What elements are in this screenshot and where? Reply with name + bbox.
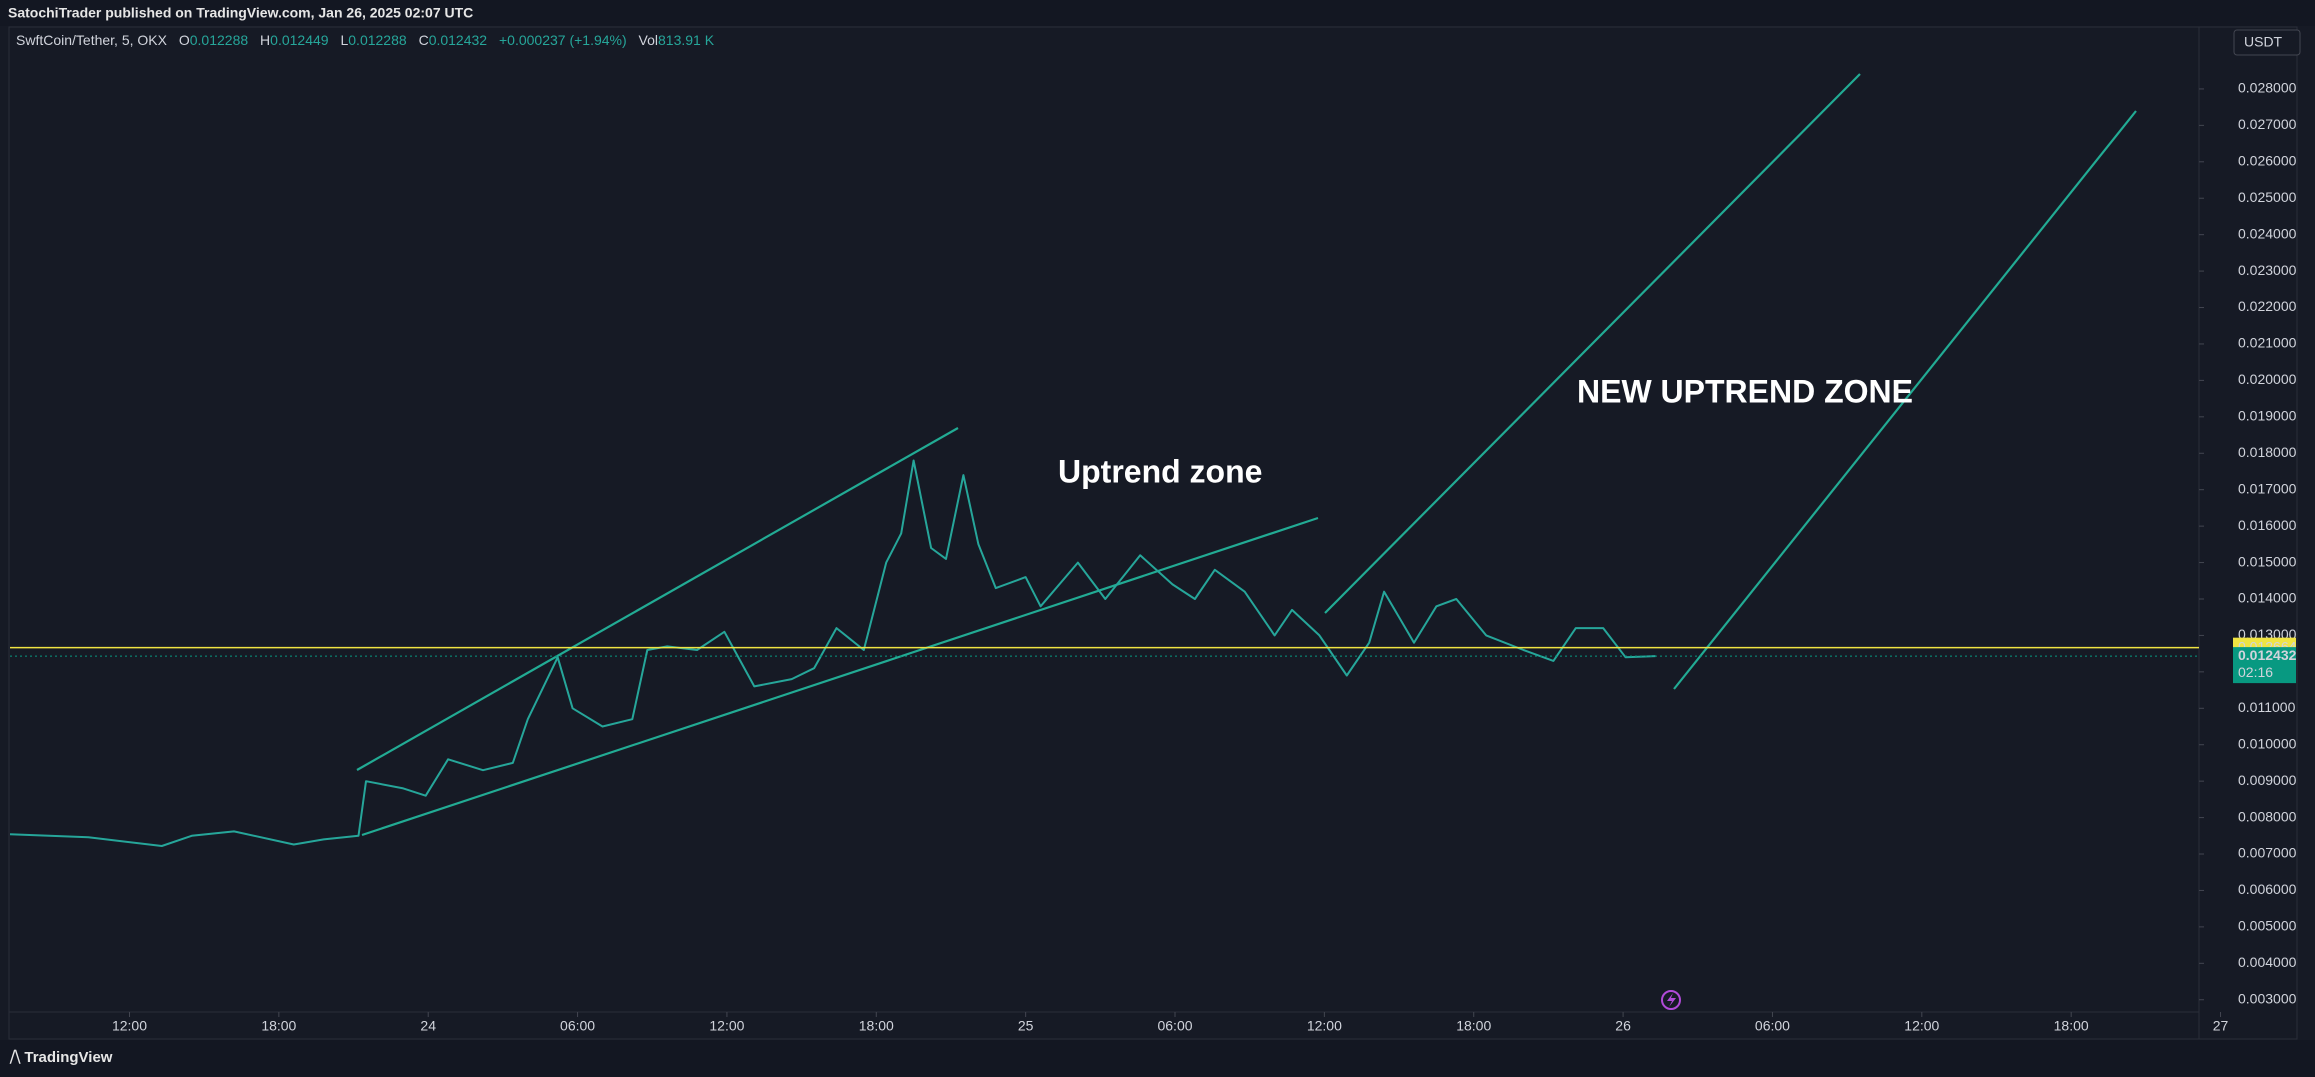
y-tick-label: 0.018000 [2238,444,2297,460]
y-tick-label: 0.020000 [2238,371,2297,387]
y-tick-label: 0.027000 [2238,116,2297,132]
legend: SwftCoin/Tether, 5, OKX O0.012288 H0.012… [16,32,715,48]
x-tick-label: 18:00 [859,1018,894,1034]
trend-line [1324,73,1861,614]
trend-line [1673,110,2137,690]
x-tick-label: 06:00 [1157,1018,1192,1034]
x-tick-label: 18:00 [2054,1018,2089,1034]
open: 0.012288 [190,32,249,48]
y-tick-label: 0.003000 [2238,990,2297,1006]
vol-key: Vol [639,32,658,48]
trend-line [356,427,959,771]
vol: 813.91 K [658,32,715,48]
y-tick-label: 0.005000 [2238,918,2297,934]
close: 0.012432 [429,32,488,48]
y-tick-label: 0.017000 [2238,480,2297,496]
annotation: Uptrend zone [1058,453,1262,489]
currency-button[interactable] [2233,29,2301,56]
y-tick-label: 0.016000 [2238,517,2297,533]
x-tick-label: 18:00 [1456,1018,1491,1034]
brand: TradingView [24,1049,112,1066]
last-price-label: 0.012432 [2238,647,2297,663]
y-tick-label: 0.022000 [2238,298,2297,314]
event-icon-bolt [1667,993,1676,1007]
y-tick-label: 0.006000 [2238,881,2297,897]
x-tick-label: 06:00 [1755,1018,1790,1034]
x-tick-label: 12:00 [709,1018,744,1034]
high-key: H [260,32,270,48]
y-tick-label: 0.009000 [2238,772,2297,788]
y-tick-label: 0.021000 [2238,335,2297,351]
x-tick-label: 06:00 [560,1018,595,1034]
x-tick-label: 12:00 [112,1018,147,1034]
footer-brand: ⧸⧹ TradingView [9,1049,113,1066]
x-tick-label: 26 [1615,1018,1631,1034]
low: 0.012288 [348,32,407,48]
x-tick-label: 25 [1018,1018,1034,1034]
y-tick-label: 0.019000 [2238,408,2297,424]
countdown-label: 02:16 [2238,664,2273,680]
annotation: NEW UPTREND ZONE [1577,373,1913,409]
y-tick-label: 0.007000 [2238,845,2297,861]
y-tick-label: 0.004000 [2238,954,2297,970]
x-tick-label: 12:00 [1307,1018,1342,1034]
y-tick-label: 0.025000 [2238,189,2297,205]
price-line [9,459,1656,847]
y-tick-label: 0.026000 [2238,153,2297,169]
event-icon[interactable] [1661,990,1681,1010]
x-tick-label: 12:00 [1904,1018,1939,1034]
y-tick-label: 0.028000 [2238,80,2297,96]
published-line: SatochiTrader published on TradingView.c… [8,5,473,21]
y-tick-label: 0.011000 [2238,699,2296,715]
x-tick-label: 27 [2213,1018,2229,1034]
open-key: O [179,32,190,48]
logo: ⧸⧹ [9,1049,24,1066]
x-tick-label: 18:00 [261,1018,296,1034]
high: 0.012449 [270,32,329,48]
close-key: C [419,32,429,48]
plot-frame [8,26,2298,1040]
header-bar [0,0,2315,26]
last-price-tag [2233,647,2296,684]
currency-label[interactable]: USDT [2244,34,2283,50]
x-tick-label: 24 [420,1018,436,1034]
change: +0.000237 (+1.94%) [499,32,627,48]
y-tick-label: 0.015000 [2238,553,2297,569]
y-tick-label: 0.014000 [2238,590,2297,606]
y-tick-label: 0.008000 [2238,808,2297,824]
y-tick-label: 0.010000 [2238,735,2297,751]
low-key: L [340,32,348,48]
symbol: SwftCoin/Tether, 5, OKX [16,32,168,48]
footer-bar [0,1040,2315,1077]
y-tick-label: 0.024000 [2238,225,2297,241]
y-tick-label: 0.023000 [2238,262,2297,278]
